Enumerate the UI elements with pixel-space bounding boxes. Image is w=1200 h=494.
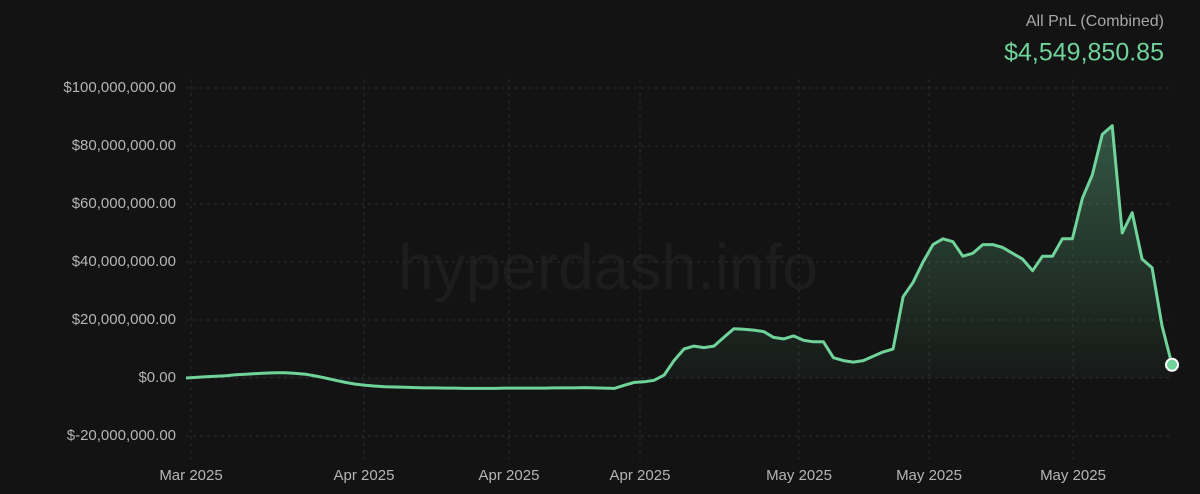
y-tick-label: $0.00 <box>138 369 176 386</box>
x-tick-label: May 2025 <box>896 467 962 484</box>
end-marker <box>1165 357 1179 372</box>
current-value: $4,549,850.85 <box>1004 39 1164 67</box>
area-fill <box>186 125 1172 389</box>
x-tick-label: Apr 2025 <box>479 467 540 484</box>
line <box>185 124 1174 390</box>
x-tick-label: May 2025 <box>1040 467 1106 484</box>
y-tick-label: $20,000,000.00 <box>72 311 176 328</box>
x-tick-label: Apr 2025 <box>334 467 395 484</box>
y-tick-label: $60,000,000.00 <box>72 195 176 212</box>
chart-title: All PnL (Combined) <box>1026 13 1164 30</box>
y-tick-label: $100,000,000.00 <box>63 79 176 96</box>
watermark: hyperdash.info <box>398 231 818 303</box>
x-tick-label: Mar 2025 <box>159 467 222 484</box>
x-tick-label: May 2025 <box>766 467 832 484</box>
y-tick-label: $40,000,000.00 <box>72 253 176 270</box>
y-tick-label: $80,000,000.00 <box>72 137 176 154</box>
y-tick-label: $-20,000,000.00 <box>67 427 176 444</box>
x-tick-label: Apr 2025 <box>610 467 671 484</box>
